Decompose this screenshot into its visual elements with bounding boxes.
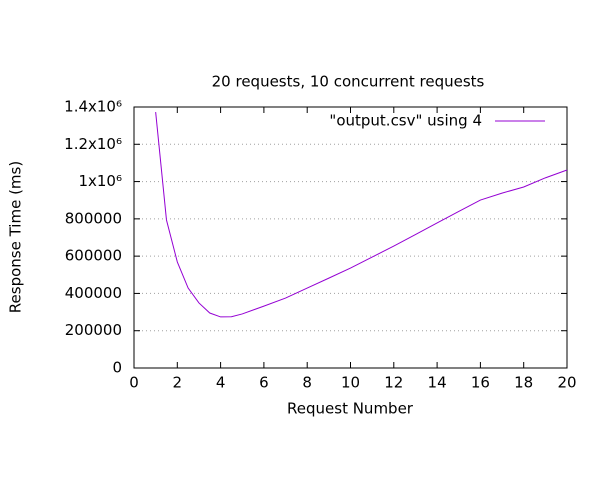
- y-tick-label: 1.4x10⁶: [64, 98, 122, 116]
- x-tick-label: 16: [471, 374, 490, 392]
- y-tick-label: 400000: [65, 284, 122, 302]
- x-axis-label: Request Number: [287, 400, 414, 418]
- x-tick-label: 0: [129, 374, 139, 392]
- y-tick-label: 600000: [65, 247, 122, 265]
- x-tick-label: 2: [173, 374, 183, 392]
- x-tick-label: 10: [341, 374, 360, 392]
- y-axis-label: Response Time (ms): [7, 161, 25, 313]
- x-tick-label: 12: [384, 374, 403, 392]
- x-tick-label: 4: [216, 374, 226, 392]
- x-tick-label: 14: [428, 374, 447, 392]
- y-tick-label: 1.2x10⁶: [64, 135, 122, 153]
- plot-border: [133, 106, 568, 369]
- data-line: [155, 111, 568, 318]
- x-tick-label: 18: [514, 374, 533, 392]
- y-tick-label: 1x10⁶: [78, 172, 122, 190]
- x-tick-label: 8: [302, 374, 312, 392]
- y-tick-label: 800000: [65, 209, 122, 227]
- x-tick-label: 20: [557, 374, 576, 392]
- y-tick-label: 0: [112, 359, 122, 377]
- y-tick-label: 200000: [65, 321, 122, 339]
- legend-label: "output.csv" using 4: [329, 112, 482, 130]
- chart-title: 20 requests, 10 concurrent requests: [212, 73, 485, 91]
- x-tick-label: 6: [259, 374, 269, 392]
